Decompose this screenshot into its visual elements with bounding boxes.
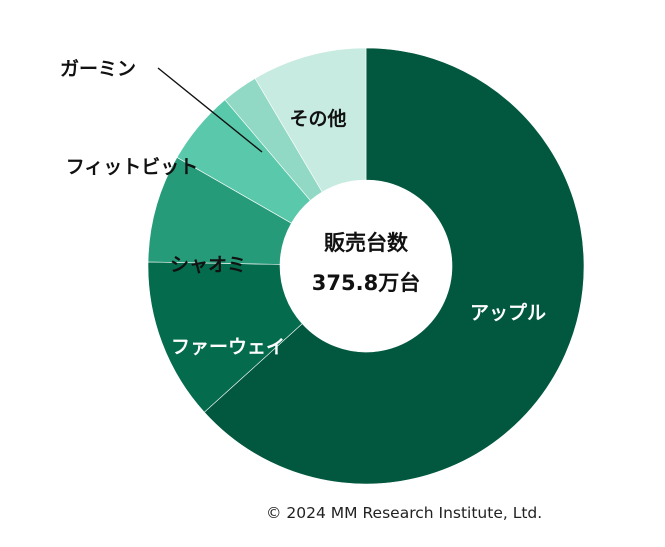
center-title: 販売台数 xyxy=(324,231,409,255)
slice-label-2: シャオミ xyxy=(170,254,246,276)
slice-0 xyxy=(203,47,585,485)
garmin-callout-line xyxy=(157,67,263,153)
center-value: 375.8万台 xyxy=(312,271,420,295)
slice-label-0: アップル xyxy=(470,301,546,324)
slice-label-5: その他 xyxy=(289,107,346,130)
slice-label-1: ファーウェイ xyxy=(171,336,285,358)
slice-5 xyxy=(254,47,367,193)
slice-label-4: ガーミン xyxy=(60,58,136,80)
slice-1 xyxy=(147,261,303,413)
copyright-text: © 2024 MM Research Institute, Ltd. xyxy=(266,504,543,522)
donut-slices xyxy=(147,47,585,485)
slice-label-3: フィットビット xyxy=(66,156,199,178)
